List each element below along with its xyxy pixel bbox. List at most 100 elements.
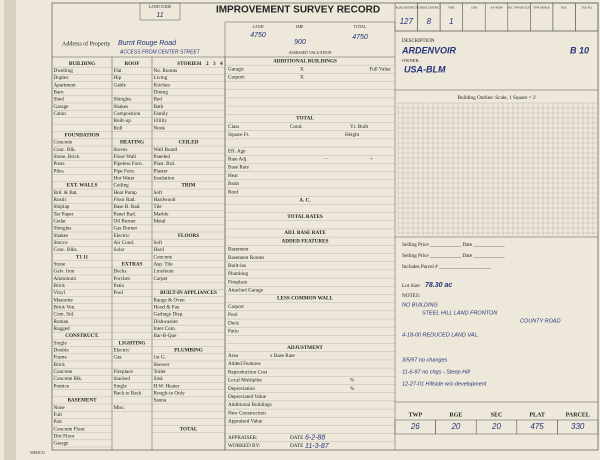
item-label: Local Multiplier (228, 378, 262, 384)
item-label: Fireplace (228, 279, 248, 285)
section-header: EXT. WALLS (67, 183, 98, 189)
section-header: LIGHTING (119, 340, 146, 346)
item-label: Brick Ven. (54, 304, 76, 310)
item-label: Shed (54, 97, 65, 103)
item-label: Rugged (54, 326, 71, 332)
section-header: TOTAL RATES (287, 214, 323, 220)
section-header: CEILED (179, 140, 199, 146)
stories-col: 4 (220, 61, 223, 67)
item-label: Barn (54, 89, 64, 95)
owner-label: OWNER: (402, 58, 420, 63)
item-label: Back to Back (114, 390, 142, 396)
footer: WEDCO (30, 450, 45, 455)
table-header: PARCEL (566, 412, 590, 418)
code-value: 1 (449, 17, 453, 26)
item-label: Dishwasher (154, 319, 179, 325)
section-header: ADJUSTMENT (287, 345, 323, 351)
item-label: Composition (114, 111, 141, 117)
item-label: APPRAISER: (228, 435, 258, 441)
total-label: TOTAL (354, 24, 367, 29)
item-label: Depreciated Value (228, 394, 267, 400)
stories-col: 2 (206, 61, 209, 67)
field-label: Yr. Built (350, 124, 369, 130)
item-label: Square Ft. (228, 132, 249, 138)
item-label: Family (154, 111, 169, 117)
item-label: Stucco (54, 240, 69, 246)
item-label: Brick (54, 362, 66, 368)
section-header: BUILDING (69, 61, 95, 67)
item-label: Range & Oven (154, 297, 186, 303)
total-value: 4750 (352, 34, 368, 41)
section-header: A. C. (299, 197, 311, 203)
item-label: Stoves (114, 147, 128, 153)
item-label: Garage: (228, 66, 245, 72)
item-label: Hard (154, 247, 165, 253)
field-label: % (350, 386, 355, 392)
section-header: BASEMENT (67, 398, 97, 404)
imp-value: 900 (294, 39, 306, 46)
item-label: Kitchen (154, 82, 171, 88)
item-label: WORKED BY: (228, 443, 261, 449)
item-label: Rate Adj. (228, 157, 248, 163)
field-label: Height (345, 132, 360, 138)
field-label: X (300, 66, 304, 72)
item-label: Double (54, 347, 70, 353)
item-label: Hood & Fan (154, 304, 180, 310)
item-label: Patio (228, 328, 239, 334)
item-label: Wall Board (154, 147, 178, 153)
item-label: Panel Rad. (114, 211, 136, 217)
item-label: Solar (114, 247, 125, 253)
section-header: ADJ. BASE RATE (284, 230, 326, 236)
land-code: 11 (156, 12, 163, 19)
item-label: Aluminum (54, 276, 76, 282)
item-label: Shingles (54, 226, 72, 232)
item-label: Bar-B-Que (154, 333, 178, 339)
item-label: Misc. (114, 405, 126, 411)
section-header: HEATING (120, 140, 144, 146)
notes-label: NOTES: (402, 293, 421, 299)
item-label: Living (154, 75, 168, 81)
section-header: LESS COMMON WALL (277, 296, 333, 302)
item-label: Attached Garage (228, 288, 264, 294)
field-label: − (325, 157, 328, 163)
item-label: Conc. Blk. (54, 147, 76, 153)
stories-col: 1 (199, 61, 202, 67)
stories-col: 3 (213, 61, 216, 67)
item-label: Tile (154, 204, 163, 210)
item-label: Shakes (114, 104, 129, 110)
building-outline: Building Outline: Scale, 1 Square = 2' (458, 95, 537, 101)
note: 11-6-97 no chgs - Steep Hill (402, 369, 471, 375)
item-label: Floor Rad. (114, 197, 136, 203)
note: 4-18-00 REDUCED LAND VAL. (402, 332, 479, 338)
item-label: Fireplace (114, 369, 134, 375)
item-label: Plumbing (228, 271, 249, 277)
item-label: Added Features (228, 361, 261, 367)
table-header: RGE (449, 412, 462, 418)
item-label: Carport (228, 304, 244, 310)
item-label: Concrete (54, 369, 73, 375)
item-label: Roof (228, 188, 239, 195)
section-header: TRIM (181, 183, 195, 189)
code-value: 8 (427, 17, 432, 26)
section-header: TOTAL (180, 426, 198, 432)
land-code-box (139, 2, 181, 21)
section-header: T1 11 (76, 254, 89, 260)
note: COUNTY ROAD (520, 318, 561, 324)
note: 3/5/97 no changes (402, 357, 448, 363)
item-label: Cedar (54, 218, 67, 224)
item-label: Tar Paper (54, 211, 74, 217)
land-code-label: LAND CODE (149, 4, 173, 9)
assessed-valuation: ASSESSED VALUATION (288, 50, 331, 55)
item-label: Roll (114, 125, 123, 131)
item-label: New Construction (228, 410, 266, 416)
item-label: Apartment (54, 82, 77, 88)
item-label: Full (54, 412, 63, 418)
item-label: Concrete Blk. (54, 376, 83, 382)
table-value: 475 (530, 422, 544, 431)
item-label: Patio (114, 283, 125, 289)
item-label: Gable (114, 82, 127, 88)
item-label: Posts (54, 161, 65, 167)
item-label: Gas Burner (114, 226, 138, 232)
